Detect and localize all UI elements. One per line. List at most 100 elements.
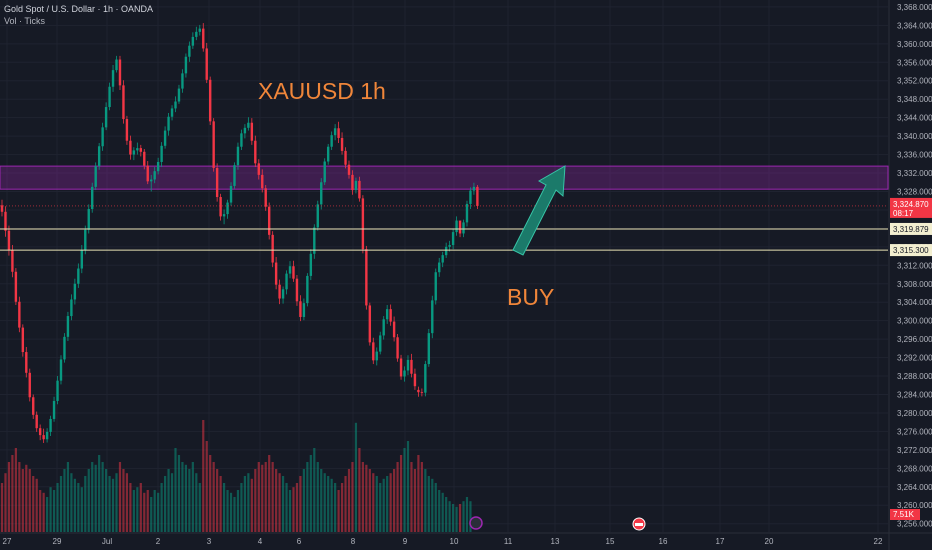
candle-body[interactable] <box>358 180 361 199</box>
candle-body[interactable] <box>340 137 344 151</box>
candle-body[interactable] <box>333 128 337 136</box>
candle-body[interactable] <box>219 197 222 217</box>
candle-body[interactable] <box>406 359 410 371</box>
candle-body[interactable] <box>18 301 21 328</box>
candle-body[interactable] <box>73 283 77 300</box>
candle-body[interactable] <box>385 309 389 320</box>
candle-body[interactable] <box>295 278 299 302</box>
candle-body[interactable] <box>271 234 274 263</box>
candle-body[interactable] <box>399 358 403 377</box>
candle-body[interactable] <box>122 85 125 120</box>
candle-body[interactable] <box>4 211 7 231</box>
candle-body[interactable] <box>448 245 451 247</box>
candle-body[interactable] <box>215 167 219 198</box>
candle-body[interactable] <box>278 284 281 299</box>
candle-body[interactable] <box>0 205 4 212</box>
candle-body[interactable] <box>212 121 215 168</box>
candle-body[interactable] <box>38 428 42 436</box>
candle-body[interactable] <box>111 70 115 87</box>
candle-body[interactable] <box>379 335 382 352</box>
candle-body[interactable] <box>233 165 236 186</box>
candle-body[interactable] <box>424 364 427 393</box>
candle-body[interactable] <box>167 116 170 131</box>
candle-body[interactable] <box>344 150 347 165</box>
candle-body[interactable] <box>156 161 160 172</box>
candle-body[interactable] <box>427 333 431 365</box>
candle-body[interactable] <box>285 273 288 290</box>
candle-body[interactable] <box>257 163 260 175</box>
candle-body[interactable] <box>70 299 73 317</box>
candle-body[interactable] <box>229 185 233 203</box>
candle-body[interactable] <box>254 140 257 164</box>
candle-body[interactable] <box>104 107 108 128</box>
candle-body[interactable] <box>101 127 104 147</box>
candle-body[interactable] <box>462 222 465 234</box>
candle-body[interactable] <box>191 36 195 46</box>
candle-body[interactable] <box>247 122 250 128</box>
candle-body[interactable] <box>174 101 177 109</box>
candle-body[interactable] <box>320 182 323 205</box>
candle-body[interactable] <box>302 303 306 317</box>
candle-body[interactable] <box>14 271 18 302</box>
candle-body[interactable] <box>396 337 399 359</box>
candle-body[interactable] <box>87 209 90 230</box>
candle-body[interactable] <box>313 227 316 254</box>
candle-body[interactable] <box>431 300 434 334</box>
candle-body[interactable] <box>472 186 476 191</box>
candle-body[interactable] <box>455 220 458 233</box>
buy-arrow[interactable] <box>512 165 566 256</box>
candle-body[interactable] <box>56 380 59 401</box>
candle-body[interactable] <box>160 145 163 162</box>
candle-body[interactable] <box>66 316 70 337</box>
candle-body[interactable] <box>153 171 156 180</box>
candle-body[interactable] <box>35 414 38 429</box>
candle-body[interactable] <box>84 229 87 251</box>
candle-body[interactable] <box>177 88 181 102</box>
candle-body[interactable] <box>7 230 11 251</box>
candle-body[interactable] <box>226 202 229 215</box>
candle-body[interactable] <box>195 31 198 37</box>
candle-body[interactable] <box>45 431 49 440</box>
candle-body[interactable] <box>77 268 80 284</box>
candle-body[interactable] <box>188 45 191 57</box>
candle-body[interactable] <box>351 174 354 191</box>
candle-body[interactable] <box>309 253 313 276</box>
candle-body[interactable] <box>125 119 129 141</box>
candle-body[interactable] <box>330 135 333 147</box>
candle-body[interactable] <box>292 266 295 279</box>
candle-body[interactable] <box>240 133 243 147</box>
candle-body[interactable] <box>25 352 28 373</box>
candle-body[interactable] <box>243 127 247 134</box>
candle-body[interactable] <box>354 180 358 191</box>
candle-body[interactable] <box>118 59 122 86</box>
candle-body[interactable] <box>368 305 372 343</box>
candle-body[interactable] <box>365 249 368 306</box>
candle-body[interactable] <box>49 418 52 432</box>
candle-body[interactable] <box>63 336 66 360</box>
candle-body[interactable] <box>132 150 136 155</box>
candle-body[interactable] <box>236 146 240 166</box>
candle-body[interactable] <box>163 130 167 146</box>
candle-body[interactable] <box>198 28 201 32</box>
candle-body[interactable] <box>97 146 101 167</box>
candle-body[interactable] <box>146 165 149 182</box>
candle-body[interactable] <box>143 151 146 166</box>
candle-body[interactable] <box>458 220 462 234</box>
candle-body[interactable] <box>361 198 365 250</box>
candle-body[interactable] <box>281 289 285 299</box>
candle-body[interactable] <box>129 140 132 155</box>
candle-body[interactable] <box>205 48 208 80</box>
candle-body[interactable] <box>306 275 309 304</box>
candle-body[interactable] <box>21 327 25 353</box>
candle-body[interactable] <box>264 188 267 207</box>
candle-body[interactable] <box>323 161 326 183</box>
candle-body[interactable] <box>202 28 205 49</box>
candle-body[interactable] <box>372 342 375 361</box>
candle-body[interactable] <box>420 392 424 393</box>
candle-body[interactable] <box>441 255 444 263</box>
candle-body[interactable] <box>94 166 97 187</box>
candle-body[interactable] <box>136 148 139 151</box>
candle-body[interactable] <box>170 108 174 117</box>
candle-body[interactable] <box>326 146 330 162</box>
